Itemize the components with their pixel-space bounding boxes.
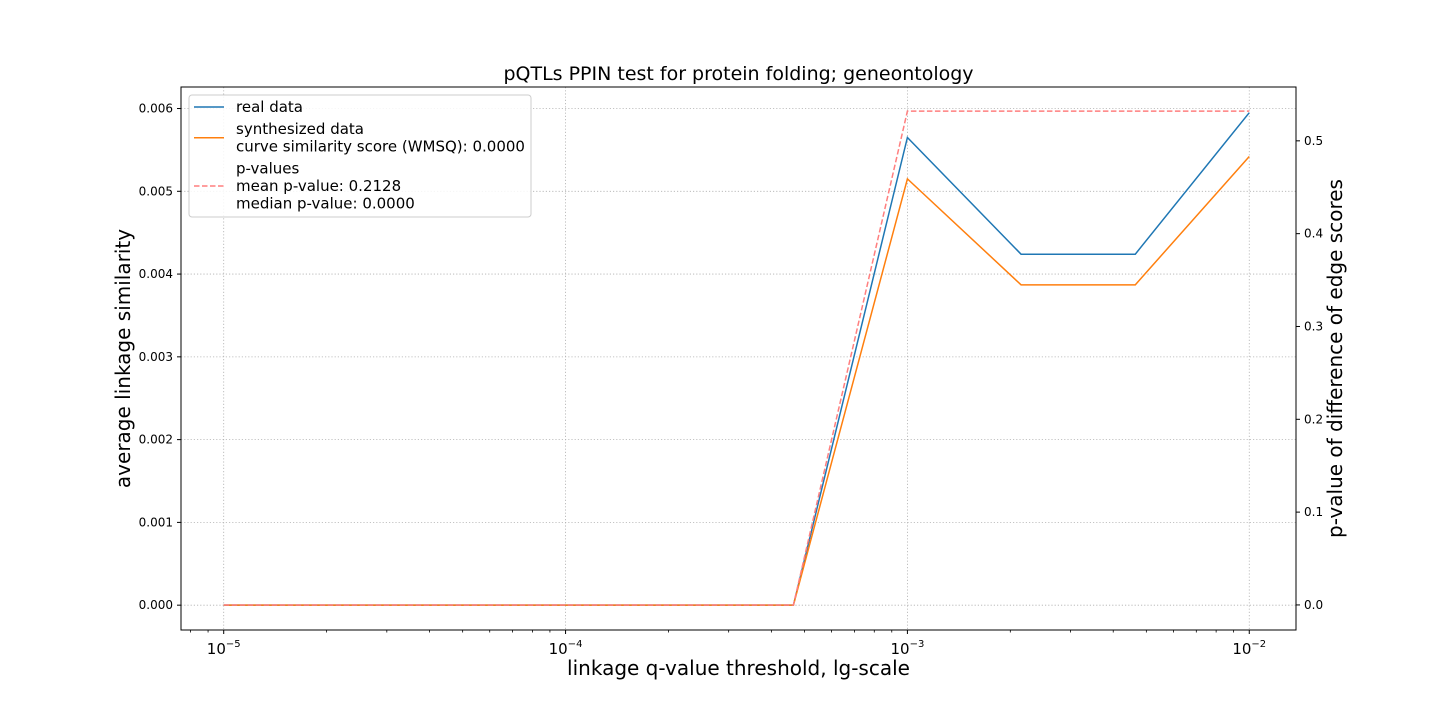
legend-label: mean p-value: 0.2128 [236,177,401,195]
legend-label: median p-value: 0.0000 [236,195,415,213]
x-tick-base: 10 [890,640,909,658]
x-tick-label: 10−2 [1232,639,1266,658]
y2-tick-label: 0.4 [1304,227,1323,241]
y2-tick-label: 0.2 [1304,412,1323,426]
x-axis-title: linkage q-value threshold, lg-scale [567,656,910,680]
x-tick-label: 10−5 [207,639,241,658]
legend-label: curve similarity score (WMSQ): 0.0000 [236,138,525,156]
x-tick-exponent: −4 [568,639,583,650]
x-tick-label: 10−4 [549,639,583,658]
y-tick-label: 0.006 [139,102,173,116]
y-tick-label: 0.003 [139,350,173,364]
x-tick-exponent: −2 [1251,639,1266,650]
y-tick-label: 0.004 [139,267,173,281]
x-tick-label: 10−3 [890,639,924,658]
plot-frame [180,86,1297,631]
x-tick-base: 10 [549,640,568,658]
x-tick-exponent: −3 [910,639,925,650]
y2-tick-label: 0.0 [1304,598,1323,612]
x-tick-base: 10 [1232,640,1251,658]
series-line-2 [223,110,1250,606]
y-tick-label: 0.001 [139,515,173,529]
y-axis-title: average linkage similarity [111,229,135,488]
y2-tick-label: 0.5 [1304,134,1323,148]
legend-label: real data [236,98,303,116]
legend-label: synthesized data [236,120,364,138]
y-tick-label: 0.002 [139,433,173,447]
chart-title: pQTLs PPIN test for protein folding; gen… [503,63,973,85]
y-tick-label: 0.005 [139,184,173,198]
axis-ticks: 10−5 10−4 10−3 10−20.0000.0010.0020.0030.00… [139,102,1323,658]
x-tick-base: 10 [207,640,226,658]
series-group [223,110,1250,606]
x-tick-exponent: −5 [226,639,241,650]
legend-box [188,94,532,218]
legend-label: p-values [236,160,300,178]
y-tick-label: 0.000 [139,598,173,612]
y2-tick-label: 0.3 [1304,319,1323,333]
y2-axis-title: p-value of difference of edge scores [1323,179,1347,538]
y2-tick-label: 0.1 [1304,505,1323,519]
